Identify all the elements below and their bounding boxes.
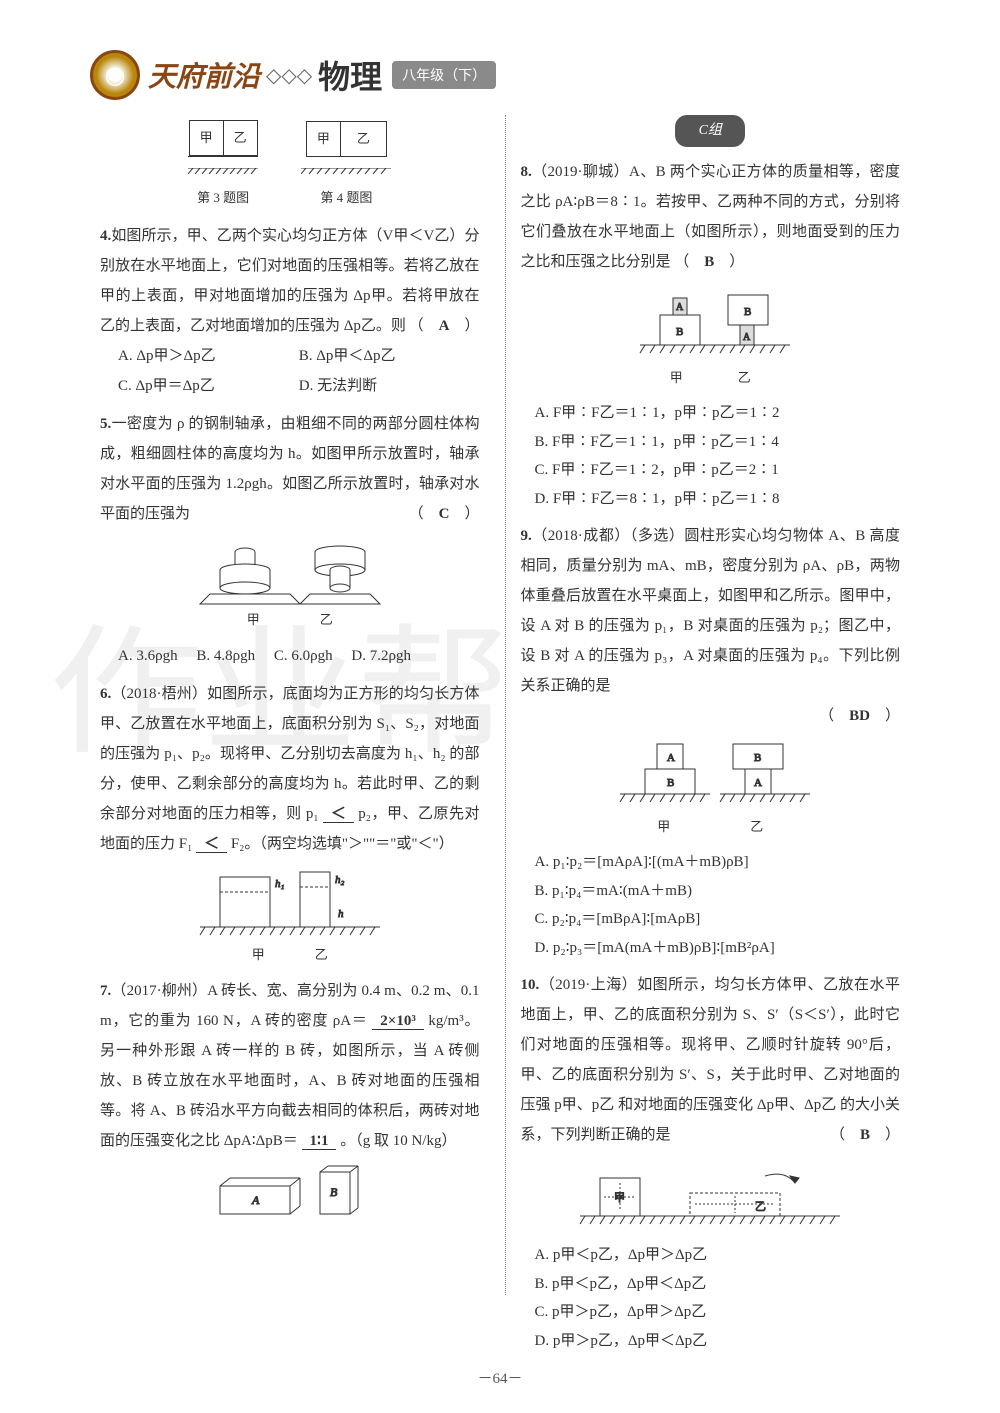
fig-q6: h₁ h₂ h 甲乙 (100, 867, 480, 968)
question-10: 10.（2019·上海）如图所示，均匀长方体甲、乙放在水平地面上，甲、乙的底面积… (521, 970, 901, 1355)
fig-q9: A B B A 甲乙 (521, 739, 901, 840)
fig-q5: 甲乙 (100, 537, 480, 633)
svg-text:A: A (743, 332, 751, 343)
fig-3-4: 甲乙 第 3 题图 甲乙 第 4 题图 (100, 120, 480, 211)
fig-q10: 甲 乙 (521, 1158, 901, 1233)
left-column: 甲乙 第 3 题图 甲乙 第 4 题图 4.如图所示，甲、乙两个 (100, 115, 480, 1363)
content-area: 甲乙 第 3 题图 甲乙 第 4 题图 4.如图所示，甲、乙两个 (100, 115, 900, 1363)
svg-text:B: B (744, 306, 751, 318)
page-header: ◎ 天府前沿 ◇◇◇ 物理 八年级（下） (90, 50, 496, 100)
svg-text:B: B (667, 777, 674, 789)
brand-name: 天府前沿 (148, 55, 260, 95)
svg-text:B: B (330, 1185, 338, 1199)
svg-text:B: B (676, 326, 683, 338)
question-9: 9.（2018·成都）（多选）圆柱形实心均匀物体 A、B 高度相同，质量分别为 … (521, 521, 901, 962)
logo-icon: ◎ (90, 50, 140, 100)
svg-text:B: B (754, 752, 761, 764)
svg-text:A: A (754, 777, 762, 789)
question-6: 6.（2018·梧州）如图所示，底面均为正方形的均匀长方体甲、乙放置在水平地面上… (100, 679, 480, 968)
divider-icon: ◇◇◇ (266, 63, 312, 88)
question-5: 5.一密度为 ρ 的钢制轴承，由粗细不同的两部分圆柱体构成，粗细圆柱体的高度均为… (100, 409, 480, 671)
right-column: C组 8.（2019·聊城）A、B 两个实心正方体的质量相等，密度之比 ρA∶ρ… (521, 115, 901, 1363)
question-7: 7.（2017·柳州）A 砖长、宽、高分别为 0.4 m、0.2 m、0.1 m… (100, 976, 480, 1224)
svg-text:h: h (338, 908, 344, 920)
svg-text:h₂: h₂ (335, 874, 345, 886)
svg-text:A: A (667, 752, 675, 764)
svg-text:A: A (676, 302, 684, 313)
svg-text:A: A (251, 1193, 260, 1207)
svg-text:乙: 乙 (755, 1200, 766, 1213)
svg-text:甲: 甲 (614, 1192, 625, 1204)
question-8: 8.（2019·聊城）A、B 两个实心正方体的质量相等，密度之比 ρA∶ρB＝8… (521, 157, 901, 513)
question-4: 4.如图所示，甲、乙两个实心均匀正方体（V甲＜V乙）分别放在水平地面上，它们对地… (100, 221, 480, 401)
column-divider (505, 115, 506, 1295)
fig-q8: A B B A 甲乙 (521, 285, 901, 391)
subject-title: 物理 (318, 52, 382, 98)
page-number: －64－ (0, 1367, 1000, 1388)
fig-q7: A B (100, 1164, 480, 1224)
section-c-badge: C组 (675, 115, 745, 147)
grade-tag: 八年级（下） (392, 61, 496, 89)
svg-text:h₁: h₁ (275, 878, 285, 890)
